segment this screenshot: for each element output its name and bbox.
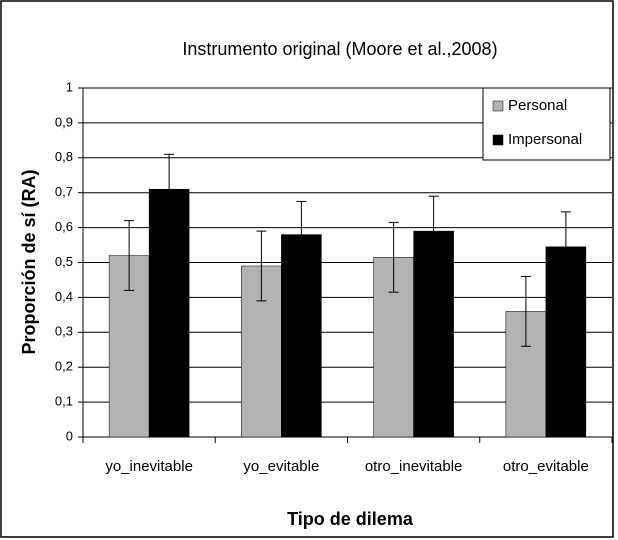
legend-label: Impersonal — [508, 131, 582, 148]
y-tick-label: 0,8 — [55, 149, 73, 164]
y-tick-label: 1 — [66, 79, 73, 94]
y-tick-label: 0,5 — [55, 254, 73, 269]
legend-label: Personal — [508, 97, 567, 114]
legend-box — [482, 87, 611, 161]
x-tick-label: yo_evitable — [243, 458, 319, 475]
y-tick-label: 0,4 — [55, 289, 73, 304]
bar — [281, 234, 322, 438]
bar — [148, 188, 190, 438]
y-tick-label: 0,2 — [55, 359, 73, 374]
y-tick-label: 0,3 — [55, 324, 73, 339]
y-tick-label: 0,7 — [55, 184, 73, 199]
x-axis-label: Tipo de dilema — [287, 509, 414, 529]
y-tick-label: 0 — [66, 428, 73, 443]
legend-swatch — [492, 134, 504, 146]
y-tick-label: 0,9 — [55, 114, 73, 129]
y-axis-label: Proporción de sí (RA) — [19, 169, 39, 354]
legend-swatch — [492, 100, 504, 112]
x-tick-label: otro_inevitable — [365, 458, 463, 475]
x-tick-label: yo_inevitable — [105, 458, 193, 475]
x-tick-label: otro_evitable — [503, 458, 589, 475]
chart-title: Instrumento original (Moore et al.,2008) — [182, 39, 497, 59]
y-tick-label: 0,1 — [55, 394, 73, 409]
y-tick-label: 0,6 — [55, 219, 73, 234]
